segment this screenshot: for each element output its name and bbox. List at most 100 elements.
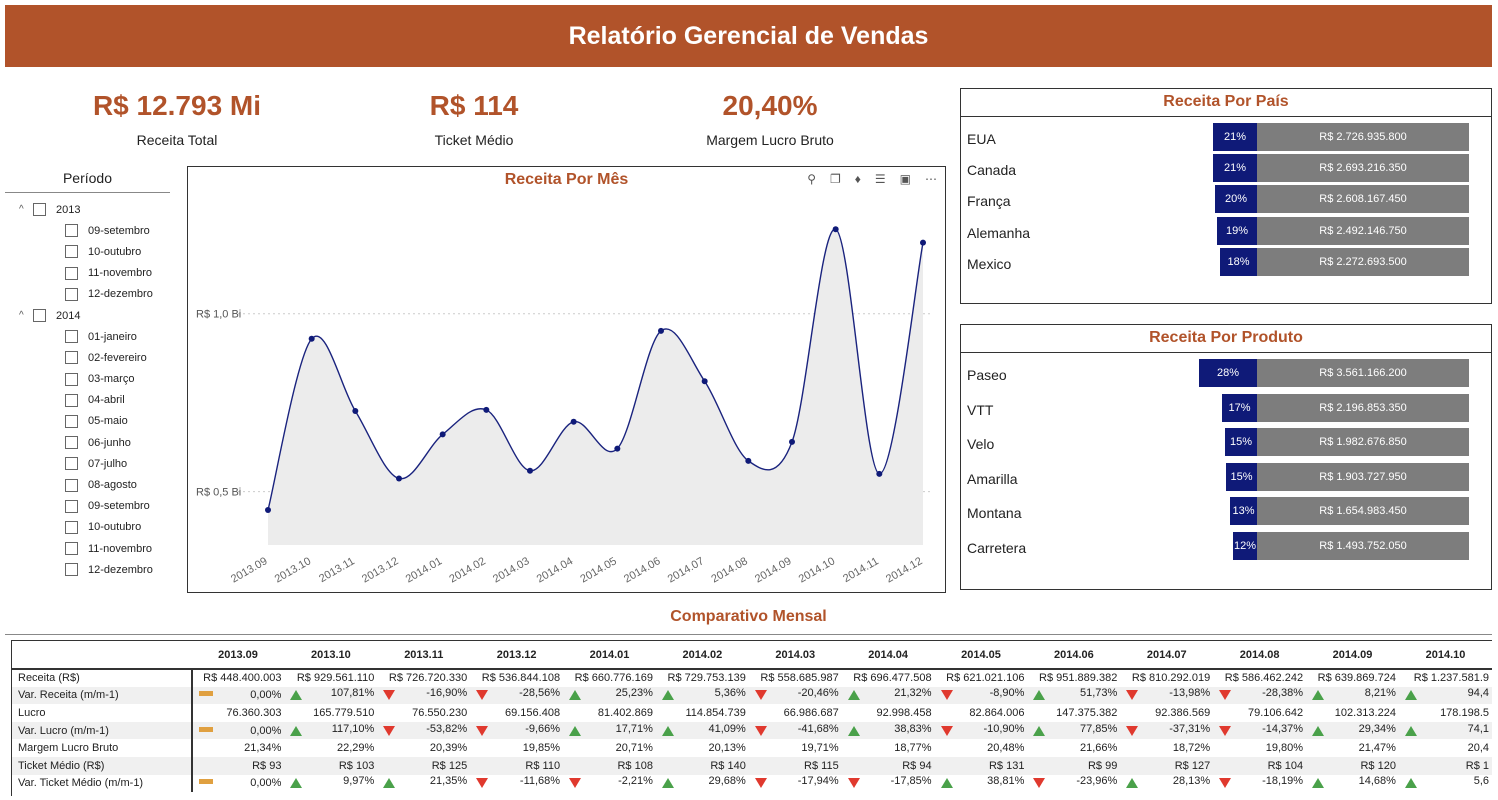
bar-row[interactable]: VTT 17% R$ 2.196.853.350 — [961, 394, 1491, 422]
bar-row[interactable]: Alemanha 19% R$ 2.492.146.750 — [961, 217, 1491, 245]
table-cell: R$ 103 — [284, 756, 378, 775]
comparativo-table-wrap[interactable]: 2013.09 2013.10 2013.11 2013.12 2014.01 2014.… — [11, 640, 1492, 796]
bar-row[interactable]: Velo 15% R$ 1.982.676.850 — [961, 428, 1491, 456]
table-header-cell[interactable]: 2014.06 — [1027, 641, 1121, 670]
checkbox[interactable] — [65, 457, 78, 471]
cell-value: -14,37% — [1262, 722, 1304, 735]
cell-value: -2,21% — [618, 775, 653, 788]
slicer-month[interactable]: 10-outubro — [5, 241, 175, 262]
cell-value: R$ 448.400.003 — [203, 672, 282, 685]
bar-row[interactable]: Paseo 28% R$ 3.561.166.200 — [961, 359, 1491, 387]
slicer-month[interactable]: 04-abril — [5, 390, 175, 411]
bar-row[interactable]: Amarilla 15% R$ 1.903.727.950 — [961, 463, 1491, 491]
slicer-month[interactable]: 09-setembro — [5, 220, 175, 241]
table-header-cell[interactable]: 2014.01 — [563, 641, 656, 670]
x-tick-label: 2014.03 — [491, 555, 531, 585]
data-point — [352, 407, 359, 414]
cell-value: R$ 929.561.110 — [296, 672, 375, 685]
slicer-year-2014[interactable]: ^ 2014 — [5, 305, 175, 326]
slicer-month[interactable]: 11-novembro — [5, 538, 175, 559]
checkbox[interactable] — [65, 414, 78, 428]
table-header-cell[interactable]: 2014.08 — [1213, 641, 1307, 670]
slicer-month[interactable]: 10-outubro — [5, 517, 175, 538]
table-header-cell[interactable]: 2013.10 — [284, 641, 378, 670]
slicer-month[interactable]: 12-dezembro — [5, 559, 175, 580]
checkbox[interactable] — [65, 563, 78, 577]
month-label: 06-junho — [88, 436, 131, 449]
bar-category-label: Alemanha — [967, 225, 1031, 241]
table-header-cell[interactable]: 2014.07 — [1120, 641, 1214, 670]
pin-icon[interactable]: ⚲ — [807, 172, 816, 186]
checkbox[interactable] — [65, 266, 78, 280]
checkbox[interactable] — [33, 309, 46, 323]
bar-row[interactable]: Montana 13% R$ 1.654.983.450 — [961, 497, 1491, 525]
slicer-month[interactable]: 09-setembro — [5, 496, 175, 517]
data-point — [614, 445, 621, 452]
bar-row[interactable]: EUA 21% R$ 2.726.935.800 — [961, 123, 1491, 151]
checkbox[interactable] — [33, 203, 46, 217]
table-cell: R$ 1.237.581.9 — [1399, 669, 1492, 687]
checkbox[interactable] — [65, 436, 78, 450]
bar-row[interactable]: Canada 21% R$ 2.693.216.350 — [961, 154, 1491, 182]
table-cell: R$ 660.776.169 — [563, 669, 656, 687]
bar-value: R$ 1.493.752.050 — [1257, 532, 1469, 560]
table-header-cell[interactable]: 2014.05 — [934, 641, 1028, 670]
bar-row[interactable]: França 20% R$ 2.608.167.450 — [961, 185, 1491, 213]
trend-indicator — [290, 775, 303, 791]
table-header-cell[interactable]: 2014.10 — [1398, 641, 1492, 670]
chevron-up-icon[interactable]: ^ — [19, 310, 24, 322]
checkbox[interactable] — [65, 542, 78, 556]
checkbox[interactable] — [65, 287, 78, 301]
report-title: Relatório Gerencial de Vendas — [568, 21, 929, 50]
slicer-month[interactable]: 11-novembro — [5, 263, 175, 284]
table-header-cell[interactable]: 2014.09 — [1306, 641, 1399, 670]
table-header-cell[interactable]: 2014.04 — [841, 641, 935, 670]
slicer-month[interactable]: 12-dezembro — [5, 284, 175, 305]
slicer-year-2013[interactable]: ^ 2013 — [5, 199, 175, 220]
slicer-month[interactable]: 08-agosto — [5, 474, 175, 495]
filter-icon[interactable]: ☰ — [874, 172, 886, 186]
slicer-month[interactable]: 02-fevereiro — [5, 347, 175, 368]
x-tick-label: 2013.12 — [360, 555, 400, 585]
checkbox[interactable] — [65, 330, 78, 344]
arrow-down-icon — [1126, 690, 1139, 701]
checkbox[interactable] — [65, 351, 78, 365]
slicer-month[interactable]: 05-maio — [5, 411, 175, 432]
trend-indicator — [847, 687, 860, 703]
focus-mode-icon[interactable]: ▣ — [899, 172, 911, 186]
cell-value: 20,13% — [708, 742, 746, 755]
table-header-cell[interactable]: 2013.12 — [470, 641, 564, 670]
arrow-up-icon — [1033, 725, 1046, 736]
slicer-month[interactable]: 01-janeiro — [5, 326, 175, 347]
table-header-cell[interactable]: 2014.02 — [655, 641, 749, 670]
arrow-up-icon — [383, 778, 396, 789]
trend-indicator — [1404, 687, 1417, 703]
checkbox[interactable] — [65, 478, 78, 492]
bell-icon[interactable]: ♦ — [854, 172, 861, 186]
chevron-up-icon[interactable]: ^ — [19, 204, 24, 216]
bar-row[interactable]: Mexico 18% R$ 2.272.693.500 — [961, 248, 1491, 276]
cell-value: 20,48% — [987, 742, 1025, 755]
table-header-cell[interactable]: 2013.09 — [191, 641, 285, 670]
slicer-month[interactable]: 07-julho — [5, 453, 175, 474]
copy-icon[interactable]: ❐ — [830, 172, 841, 186]
checkbox[interactable] — [65, 224, 78, 238]
more-options-icon[interactable]: ⋯ — [925, 172, 937, 186]
table-cell: 82.864.006 — [935, 704, 1028, 722]
checkbox[interactable] — [65, 245, 78, 259]
table-cell: 81.402.869 — [563, 704, 656, 722]
slicer-month[interactable]: 03-março — [5, 369, 175, 390]
slicer-month[interactable]: 06-junho — [5, 432, 175, 453]
trend-indicator — [383, 723, 396, 739]
checkbox[interactable] — [65, 520, 78, 534]
checkbox[interactable] — [65, 393, 78, 407]
checkbox[interactable] — [65, 499, 78, 513]
table-cell: -18,19% — [1213, 775, 1306, 793]
table-header-cell[interactable]: 2014.03 — [748, 641, 842, 670]
month-label: 10-outubro — [88, 521, 142, 534]
month-label: 07-julho — [88, 457, 128, 470]
checkbox[interactable] — [65, 372, 78, 386]
cell-value: 147.375.382 — [1056, 706, 1118, 719]
bar-row[interactable]: Carretera 12% R$ 1.493.752.050 — [961, 532, 1491, 560]
table-header-cell[interactable]: 2013.11 — [377, 641, 471, 670]
